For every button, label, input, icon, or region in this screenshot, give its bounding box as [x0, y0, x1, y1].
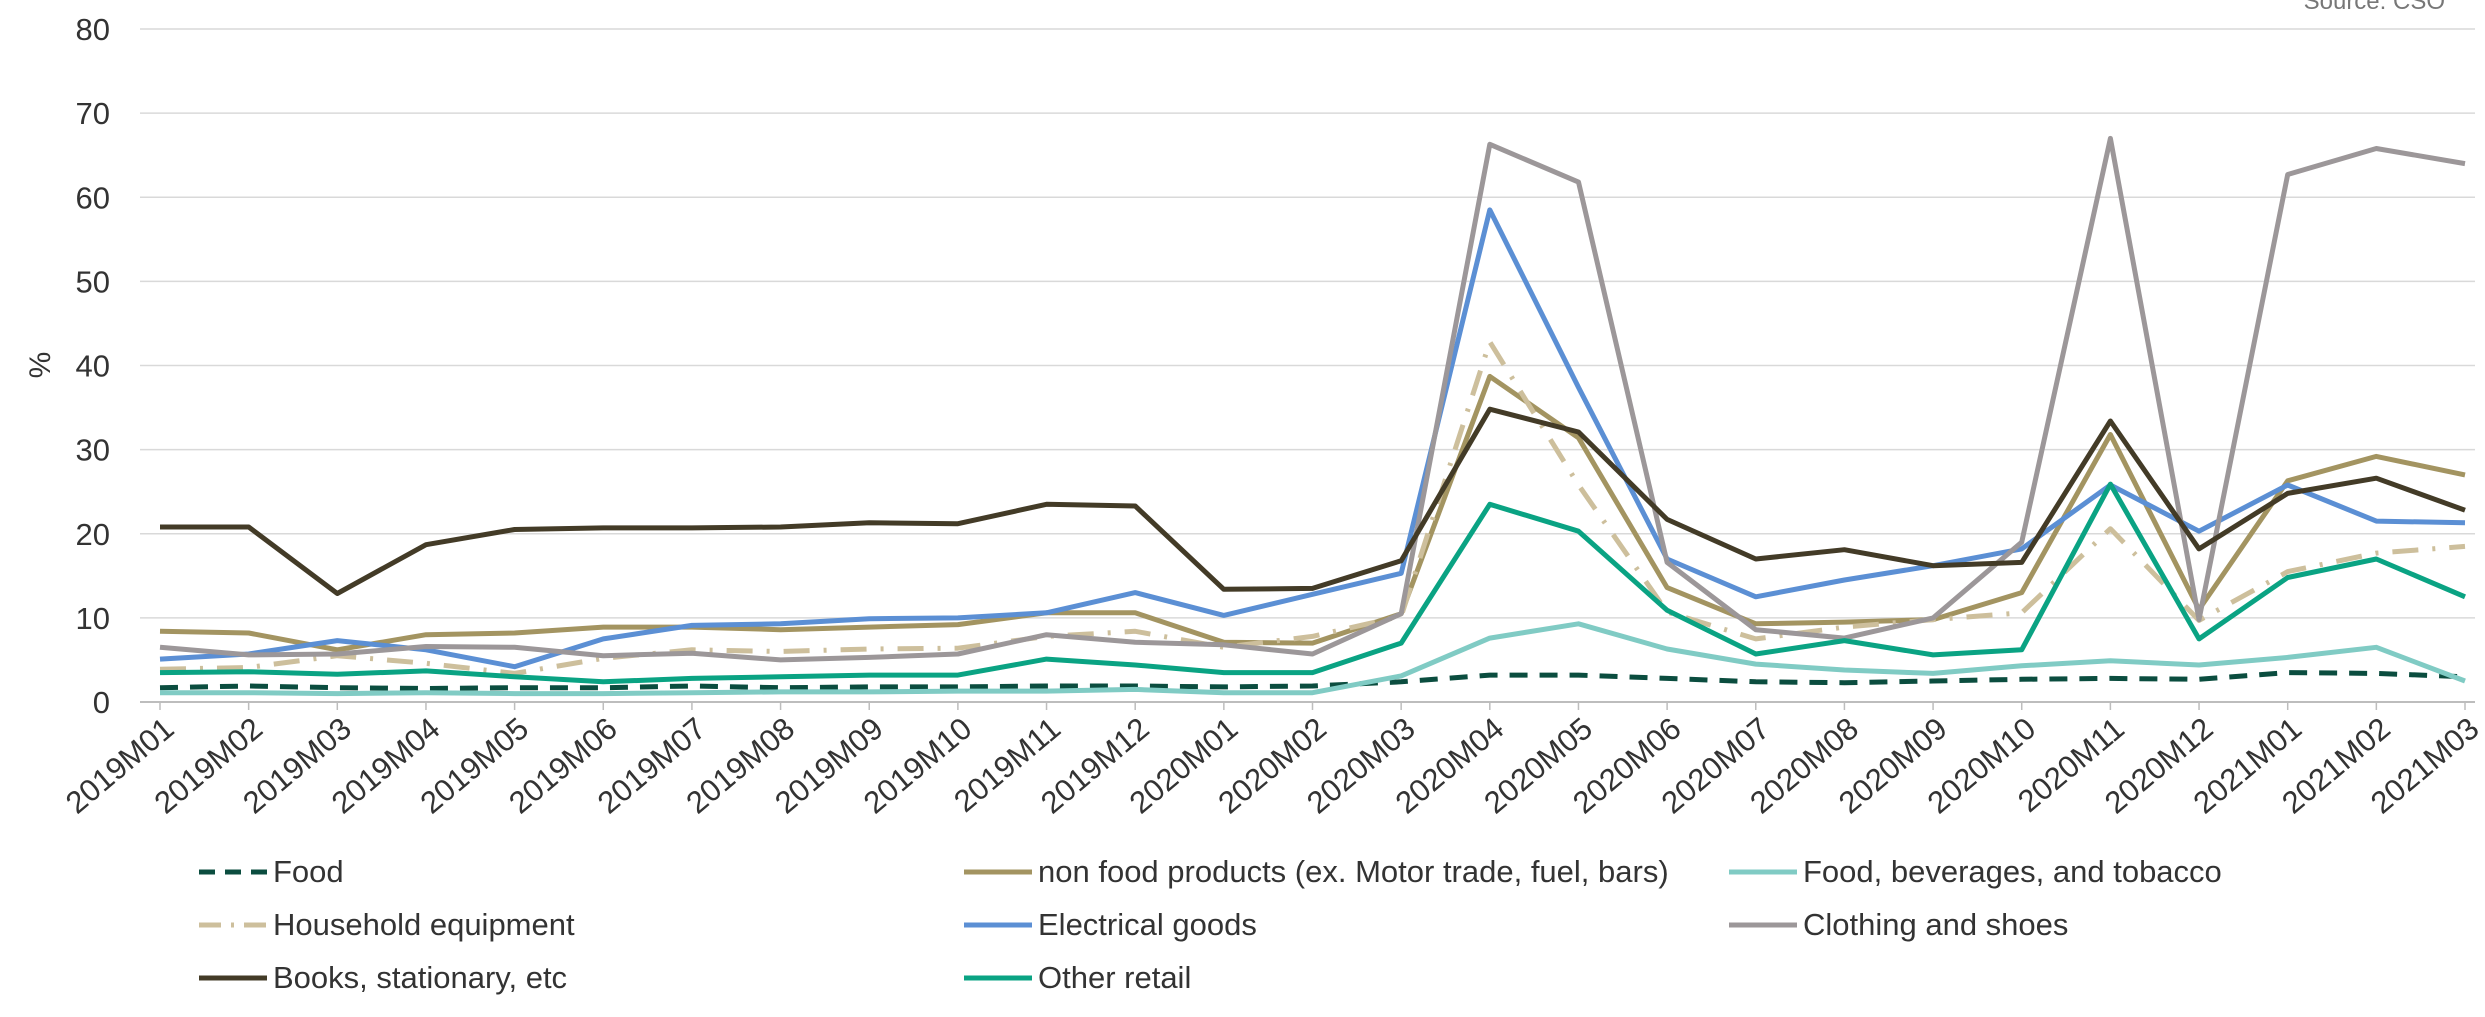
legend-item: Food: [195, 850, 344, 894]
legend-swatch: [964, 922, 1032, 928]
y-axis: 0 10 20 30 40 50 60 70 80: [76, 12, 110, 720]
legend-label: non food products (ex. Motor trade, fuel…: [1038, 854, 1669, 889]
legend-swatch: [199, 922, 267, 928]
legend-item: Other retail: [960, 956, 1191, 1000]
y-tick-label: 10: [76, 601, 110, 636]
legend-item: Electrical goods: [960, 903, 1257, 947]
legend-label: Food, beverages, and tobacco: [1803, 854, 2222, 889]
source-note: Source: CSO: [2303, 0, 2445, 15]
y-tick-label: 40: [76, 349, 110, 384]
legend-swatch: [1729, 869, 1797, 875]
legend-label: Electrical goods: [1038, 907, 1257, 942]
series-lines: [159, 135, 2466, 697]
series-line-6: [160, 406, 2466, 596]
legend-item: Books, stationary, etc: [195, 956, 567, 1000]
legend-label: Other retail: [1038, 960, 1192, 995]
x-axis: 2019M012019M022019M032019M042019M052019M…: [59, 702, 2485, 820]
grid-lines: [140, 28, 2475, 703]
y-tick-label: 60: [76, 180, 110, 215]
legend-swatch: [1729, 922, 1797, 928]
y-tick-label: 80: [76, 12, 110, 47]
legend-swatch: [199, 869, 267, 875]
legend-item: Food, beverages, and tobacco: [1725, 850, 2222, 894]
series-line-3: [159, 339, 2466, 676]
legend-label: Food: [273, 854, 344, 889]
y-tick-label: 0: [93, 685, 110, 720]
series-line-1: [159, 373, 2466, 653]
y-tick-label: 20: [76, 517, 110, 552]
series-line-7: [159, 481, 2466, 685]
series-line-0: [159, 670, 2466, 691]
series-line-5: [159, 135, 2466, 663]
series-line-2: [160, 621, 2466, 697]
legend-swatch: [964, 869, 1032, 875]
legend-label: Books, stationary, etc: [273, 960, 568, 995]
legend-item: Clothing and shoes: [1725, 903, 2068, 947]
legend-label: Clothing and shoes: [1803, 907, 2069, 942]
y-axis-label: %: [24, 352, 57, 379]
y-tick-label: 50: [76, 264, 110, 299]
legend-item: Household equipment: [195, 903, 575, 947]
legend-label: Household equipment: [273, 907, 575, 942]
series-line-4: [159, 207, 2466, 670]
legend-swatch: [199, 975, 267, 981]
y-tick-label: 30: [76, 433, 110, 468]
legend-swatch: [964, 975, 1032, 981]
legend-item: non food products (ex. Motor trade, fuel…: [960, 850, 1669, 894]
y-tick-label: 70: [76, 96, 110, 131]
